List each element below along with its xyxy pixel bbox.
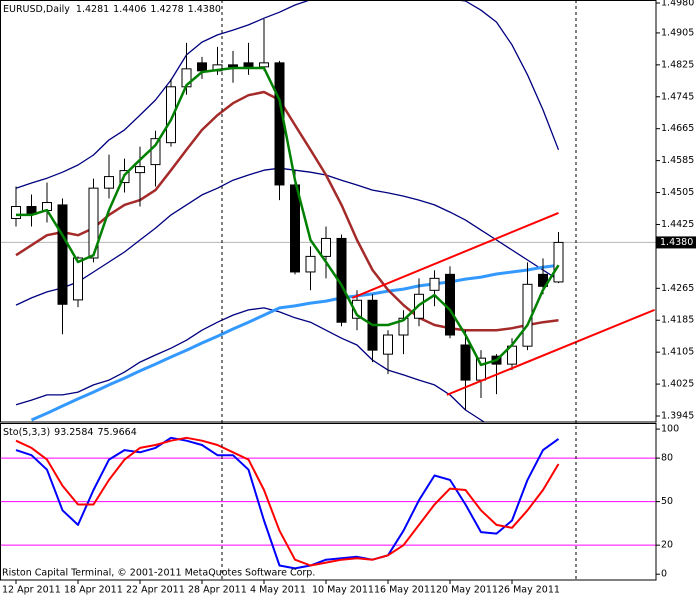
candle-body (259, 62, 269, 68)
y-tick-label: 50 (661, 496, 673, 507)
trendline (446, 308, 655, 396)
candle-body (135, 166, 145, 174)
candle-body (445, 273, 455, 336)
price-label-box (656, 236, 696, 249)
x-tick-label: 4 May 2011 (250, 585, 306, 596)
candle-body (383, 334, 393, 355)
y-tick-label: 1.4425 (661, 219, 694, 230)
close-label: 1.4380 (188, 4, 221, 15)
candle-body (57, 204, 68, 305)
stochastic-frame (0, 423, 657, 581)
y-tick-label: 1.4025 (661, 379, 694, 390)
candle-body (104, 176, 114, 189)
candle-body (228, 64, 238, 68)
price-panel (0, 0, 656, 422)
price-header: EURUSD,Daily 1.4281 1.4406 1.4278 1.4380 (3, 4, 221, 15)
y-tick-label: 1.4745 (661, 91, 694, 102)
candle-body (460, 344, 471, 381)
x-tick-label: 20 May 2011 (436, 585, 498, 596)
y-tick-label: 1.4185 (661, 315, 694, 326)
x-tick-label: 16 May 2011 (374, 585, 436, 596)
x-tick-label: 18 Apr 2011 (64, 585, 123, 596)
candle-body (197, 62, 207, 72)
stochastic-line (15, 436, 560, 570)
low-label: 1.4278 (150, 4, 183, 15)
candle-body (538, 273, 548, 287)
open-label: 1.4281 (76, 4, 109, 15)
symbol: EURUSD,Daily (3, 4, 70, 15)
footer: Riston Capital Terminal, © 2001-2011 Met… (2, 568, 315, 579)
candle-body (88, 187, 99, 259)
indicator-line (16, 66, 560, 367)
y-tick-label: 1.4585 (661, 155, 694, 166)
price-frame (0, 0, 657, 423)
indicator-line (15, 0, 560, 189)
candle-body (290, 184, 300, 273)
x-tick-label: 22 Apr 2011 (126, 585, 185, 596)
x-tick-label: 10 May 2011 (312, 585, 374, 596)
y-tick-label: 1.4825 (661, 59, 694, 70)
x-tick-label: 26 May 2011 (498, 585, 560, 596)
k-value: 93.2584 (54, 427, 93, 438)
price-label: 1.4380 (660, 237, 693, 248)
y-tick-label: 1.4505 (661, 187, 694, 198)
y-tick-label: 1.4105 (661, 347, 694, 358)
indicator-line (15, 307, 486, 422)
indicator-line (30, 263, 559, 422)
y-tick-label: 20 (661, 540, 673, 551)
indicator-line (15, 167, 559, 306)
d-value: 75.9664 (97, 427, 136, 438)
y-tick-label: 1.4665 (661, 123, 694, 134)
candle-body (73, 257, 83, 301)
y-tick-label: 1.4905 (661, 27, 694, 38)
candle-body (398, 317, 409, 336)
x-tick-label: 28 Apr 2011 (188, 585, 247, 596)
candle-body (150, 138, 161, 166)
candle-body (553, 241, 564, 283)
y-tick-label: 0 (661, 569, 667, 580)
candle-body (321, 237, 331, 257)
trendline (351, 211, 559, 299)
stochastic-line (15, 436, 560, 567)
high-label: 1.4406 (113, 4, 146, 15)
x-tick-label: 12 Apr 2011 (2, 585, 61, 596)
candle-body (429, 277, 440, 291)
candle-body (274, 62, 285, 186)
candle-body (166, 86, 176, 144)
stochastic-panel (0, 436, 656, 570)
y-tick-label: 80 (661, 453, 673, 464)
y-tick-label: 1.4265 (661, 283, 694, 294)
candle-body (352, 299, 362, 319)
candle-body (243, 62, 254, 68)
candle-body (11, 206, 21, 219)
y-tick-label: 1.4980 (661, 0, 694, 8)
y-tick-label: 100 (661, 424, 679, 435)
indicator-name: Sto(5,3,3) (3, 427, 50, 438)
stochastic-header: Sto(5,3,3) 93.2584 75.9664 (3, 427, 137, 438)
y-tick-label: 1.3945 (661, 411, 694, 422)
candle-body (305, 255, 316, 273)
